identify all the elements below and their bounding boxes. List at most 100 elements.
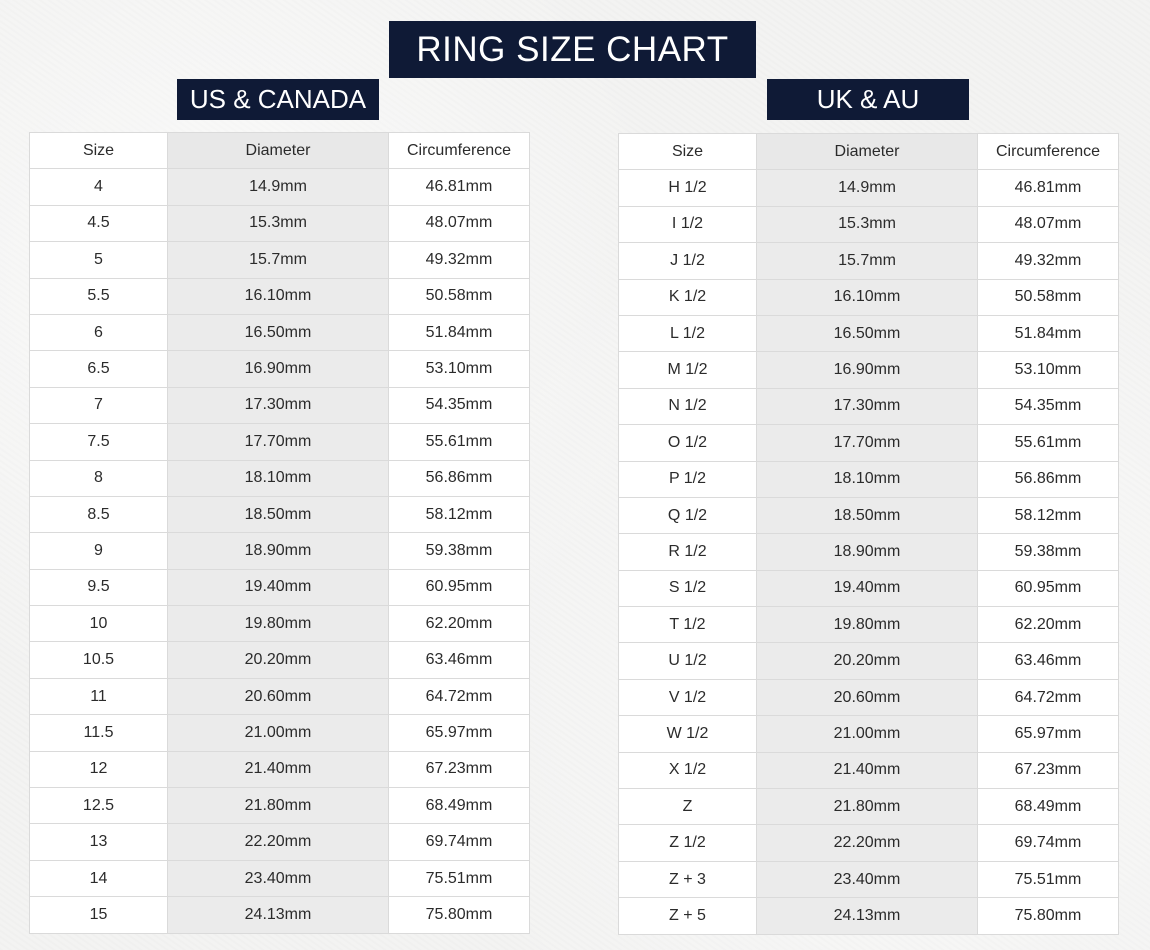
diameter-column-header: Diameter [756, 132, 978, 171]
circumference-cell: 46.81mm [977, 169, 1119, 207]
circumference-cell: 65.97mm [977, 715, 1119, 753]
table-row: I 1/2 15.3mm 48.07mm [618, 205, 1119, 244]
table-row: V 1/2 20.60mm 64.72mm [618, 678, 1119, 717]
size-cell: 7.5 [29, 423, 168, 461]
circumference-cell: 75.51mm [977, 860, 1119, 899]
circumference-cell: 59.38mm [388, 532, 530, 570]
table-row: J 1/2 15.7mm 49.32mm [618, 242, 1119, 280]
size-cell: Q 1/2 [618, 496, 757, 535]
circumference-column-header: Circumference [977, 132, 1119, 171]
circumference-cell: 55.61mm [388, 423, 530, 461]
diameter-column-header: Diameter [167, 131, 389, 170]
diameter-cell: 16.10mm [756, 278, 978, 316]
circumference-cell: 64.72mm [388, 677, 530, 716]
diameter-cell: 16.50mm [756, 314, 978, 353]
circumference-cell: 50.58mm [388, 277, 530, 315]
circumference-cell: 46.81mm [388, 168, 530, 206]
circumference-cell: 56.86mm [388, 459, 530, 497]
size-cell: W 1/2 [618, 715, 757, 753]
table-row: M 1/2 16.90mm 53.10mm [618, 351, 1119, 389]
table-row: 9 18.90mm 59.38mm [29, 532, 530, 570]
diameter-cell: 18.50mm [167, 495, 389, 534]
diameter-cell: 17.70mm [167, 423, 389, 461]
circumference-cell: 48.07mm [977, 205, 1119, 244]
size-cell: 11.5 [29, 714, 168, 752]
table-row: 6.5 16.90mm 53.10mm [29, 350, 530, 388]
diameter-cell: 16.50mm [167, 313, 389, 352]
circumference-cell: 55.61mm [977, 424, 1119, 462]
diameter-cell: 24.13mm [756, 897, 978, 935]
diameter-cell: 19.80mm [167, 605, 389, 643]
size-cell: 9 [29, 532, 168, 570]
circumference-cell: 68.49mm [977, 788, 1119, 826]
diameter-cell: 21.00mm [167, 714, 389, 752]
circumference-cell: 60.95mm [388, 568, 530, 607]
size-cell: N 1/2 [618, 387, 757, 426]
diameter-cell: 21.80mm [167, 787, 389, 825]
table-row: 15 24.13mm 75.80mm [29, 896, 530, 934]
diameter-cell: 15.3mm [756, 205, 978, 244]
circumference-cell: 56.86mm [977, 460, 1119, 498]
diameter-cell: 19.40mm [167, 568, 389, 607]
table-row: U 1/2 20.20mm 63.46mm [618, 642, 1119, 680]
size-cell: 8.5 [29, 495, 168, 534]
circumference-cell: 62.20mm [388, 605, 530, 643]
table-header-row: Size Diameter Circumference [618, 132, 1119, 171]
size-cell: Z + 3 [618, 860, 757, 899]
size-cell: 4 [29, 168, 168, 206]
table-row: 10.5 20.20mm 63.46mm [29, 641, 530, 679]
circumference-cell: 53.10mm [388, 350, 530, 388]
size-column-header: Size [618, 132, 757, 171]
table-row: 8.5 18.50mm 58.12mm [29, 495, 530, 534]
size-cell: 10.5 [29, 641, 168, 679]
us-canada-table: Size Diameter Circumference 4 14.9mm 46.81… [29, 131, 530, 934]
table-row: 13 22.20mm 69.74mm [29, 823, 530, 861]
table-row: 10 19.80mm 62.20mm [29, 605, 530, 643]
size-cell: 13 [29, 823, 168, 861]
size-cell: I 1/2 [618, 205, 757, 244]
diameter-cell: 23.40mm [756, 860, 978, 899]
size-cell: 6.5 [29, 350, 168, 388]
table-row: 7 17.30mm 54.35mm [29, 386, 530, 425]
circumference-cell: 51.84mm [388, 313, 530, 352]
circumference-cell: 54.35mm [977, 387, 1119, 426]
size-cell: 9.5 [29, 568, 168, 607]
size-cell: 12.5 [29, 787, 168, 825]
size-cell: K 1/2 [618, 278, 757, 316]
size-cell: 10 [29, 605, 168, 643]
circumference-cell: 54.35mm [388, 386, 530, 425]
size-cell: T 1/2 [618, 606, 757, 644]
table-row: P 1/2 18.10mm 56.86mm [618, 460, 1119, 498]
diameter-cell: 18.50mm [756, 496, 978, 535]
diameter-cell: 20.60mm [167, 677, 389, 716]
circumference-cell: 51.84mm [977, 314, 1119, 353]
diameter-cell: 16.90mm [167, 350, 389, 388]
circumference-cell: 64.72mm [977, 678, 1119, 717]
diameter-cell: 21.40mm [167, 750, 389, 789]
diameter-cell: 16.90mm [756, 351, 978, 389]
circumference-cell: 49.32mm [388, 241, 530, 279]
circumference-cell: 67.23mm [388, 750, 530, 789]
table-row: L 1/2 16.50mm 51.84mm [618, 314, 1119, 353]
circumference-cell: 58.12mm [388, 495, 530, 534]
table-row: 7.5 17.70mm 55.61mm [29, 423, 530, 461]
circumference-cell: 63.46mm [388, 641, 530, 679]
diameter-cell: 17.30mm [167, 386, 389, 425]
diameter-cell: 18.90mm [167, 532, 389, 570]
table-row: 12.5 21.80mm 68.49mm [29, 787, 530, 825]
size-cell: Z + 5 [618, 897, 757, 935]
diameter-cell: 22.20mm [167, 823, 389, 861]
size-cell: 12 [29, 750, 168, 789]
table-row: Z + 5 24.13mm 75.80mm [618, 897, 1119, 935]
diameter-cell: 19.80mm [756, 606, 978, 644]
table-row: 11 20.60mm 64.72mm [29, 677, 530, 716]
size-cell: 15 [29, 896, 168, 934]
diameter-cell: 19.40mm [756, 569, 978, 608]
size-cell: 14 [29, 859, 168, 898]
table-row: Z 1/2 22.20mm 69.74mm [618, 824, 1119, 862]
table-row: 14 23.40mm 75.51mm [29, 859, 530, 898]
diameter-cell: 23.40mm [167, 859, 389, 898]
table-row: O 1/2 17.70mm 55.61mm [618, 424, 1119, 462]
table-row: H 1/2 14.9mm 46.81mm [618, 169, 1119, 207]
circumference-cell: 53.10mm [977, 351, 1119, 389]
